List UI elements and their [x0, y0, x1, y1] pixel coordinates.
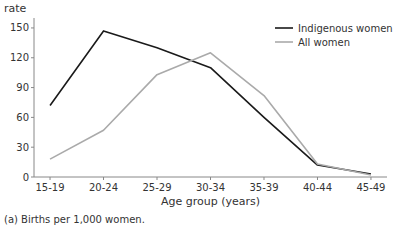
legend-label: All women [298, 37, 350, 48]
legend-swatch [275, 41, 293, 43]
y-axis [34, 18, 35, 177]
y-tick-label: 30 [16, 142, 29, 153]
x-tick-label: 40-44 [303, 182, 332, 193]
y-tick-label: 90 [16, 82, 29, 93]
x-tick-label: 30-34 [196, 182, 225, 193]
x-tick [263, 177, 264, 180]
legend-label: Indigenous women [298, 23, 393, 34]
plot-area [50, 31, 371, 175]
y-tick [31, 87, 34, 88]
chart: 0 30 60 90 120 150 15-19 20-24 25-29 30-34 35-39 40… [0, 0, 397, 227]
x-axis-label: Age group (years) [161, 195, 260, 208]
y-tick-label: 120 [10, 52, 29, 63]
y-tick [31, 177, 34, 178]
x-tick [317, 177, 318, 180]
y-tick [31, 27, 34, 28]
x-tick [103, 177, 104, 180]
y-axis-label: rate [4, 2, 27, 15]
series-line [50, 53, 371, 175]
legend-swatch [275, 27, 293, 29]
y-tick [31, 117, 34, 118]
y-tick [31, 57, 34, 58]
footnote: (a) Births per 1,000 women. [4, 214, 145, 225]
x-tick [157, 177, 158, 180]
x-tick [210, 177, 211, 180]
x-tick [370, 177, 371, 180]
y-tick-label: 0 [23, 172, 29, 183]
x-tick-label: 20-24 [89, 182, 118, 193]
x-tick-label: 35-39 [249, 182, 278, 193]
legend: Indigenous women All women [275, 23, 393, 48]
series-line [50, 31, 371, 174]
x-tick-label: 25-29 [142, 182, 171, 193]
x-tick-label: 45-49 [356, 182, 385, 193]
y-tick-label: 150 [10, 22, 29, 33]
x-tick [50, 177, 51, 180]
y-tick-label: 60 [16, 112, 29, 123]
y-tick [31, 147, 34, 148]
x-tick-label: 15-19 [36, 182, 65, 193]
